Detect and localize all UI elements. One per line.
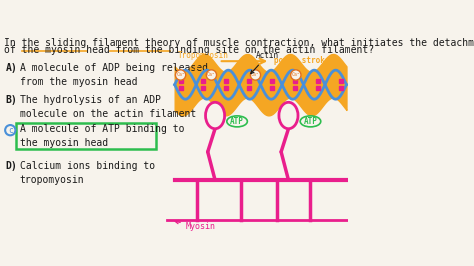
Ellipse shape bbox=[206, 102, 225, 129]
Text: Ca²: Ca² bbox=[207, 73, 216, 77]
Circle shape bbox=[250, 70, 261, 80]
Circle shape bbox=[175, 70, 186, 80]
Text: Tropomyosin: Tropomyosin bbox=[178, 51, 229, 70]
Text: Calcium ions binding to
tropomyosin: Calcium ions binding to tropomyosin bbox=[20, 161, 155, 185]
Text: B): B) bbox=[6, 95, 18, 105]
Circle shape bbox=[291, 70, 301, 80]
Text: In the sliding filament theory of muscle contraction, what initiates the detachm: In the sliding filament theory of muscle… bbox=[4, 38, 474, 48]
Text: of the myosin head from the binding site on the actin filament?: of the myosin head from the binding site… bbox=[4, 45, 374, 55]
Text: A molecule of ADP being released
from the myosin head: A molecule of ADP being released from th… bbox=[20, 63, 208, 87]
Text: Ca²: Ca² bbox=[251, 73, 260, 77]
Text: Myosin: Myosin bbox=[175, 221, 216, 231]
Text: c: c bbox=[8, 126, 13, 135]
Circle shape bbox=[206, 70, 217, 80]
Text: Ca²: Ca² bbox=[292, 73, 300, 77]
Text: Actin: Actin bbox=[251, 51, 279, 74]
Text: A): A) bbox=[6, 63, 18, 73]
Text: ATP: ATP bbox=[303, 117, 318, 126]
Text: A molecule of ATP binding to
the myosin head: A molecule of ATP binding to the myosin … bbox=[20, 124, 184, 148]
Text: power stroke!: power stroke! bbox=[274, 56, 334, 65]
Text: The hydrolysis of an ADP
molecule on the actin filament: The hydrolysis of an ADP molecule on the… bbox=[20, 95, 196, 119]
Ellipse shape bbox=[300, 116, 321, 127]
Ellipse shape bbox=[279, 102, 298, 129]
Text: ATP: ATP bbox=[230, 117, 244, 126]
Ellipse shape bbox=[227, 116, 247, 127]
Text: Ca²: Ca² bbox=[176, 73, 185, 77]
Text: D): D) bbox=[6, 161, 18, 171]
